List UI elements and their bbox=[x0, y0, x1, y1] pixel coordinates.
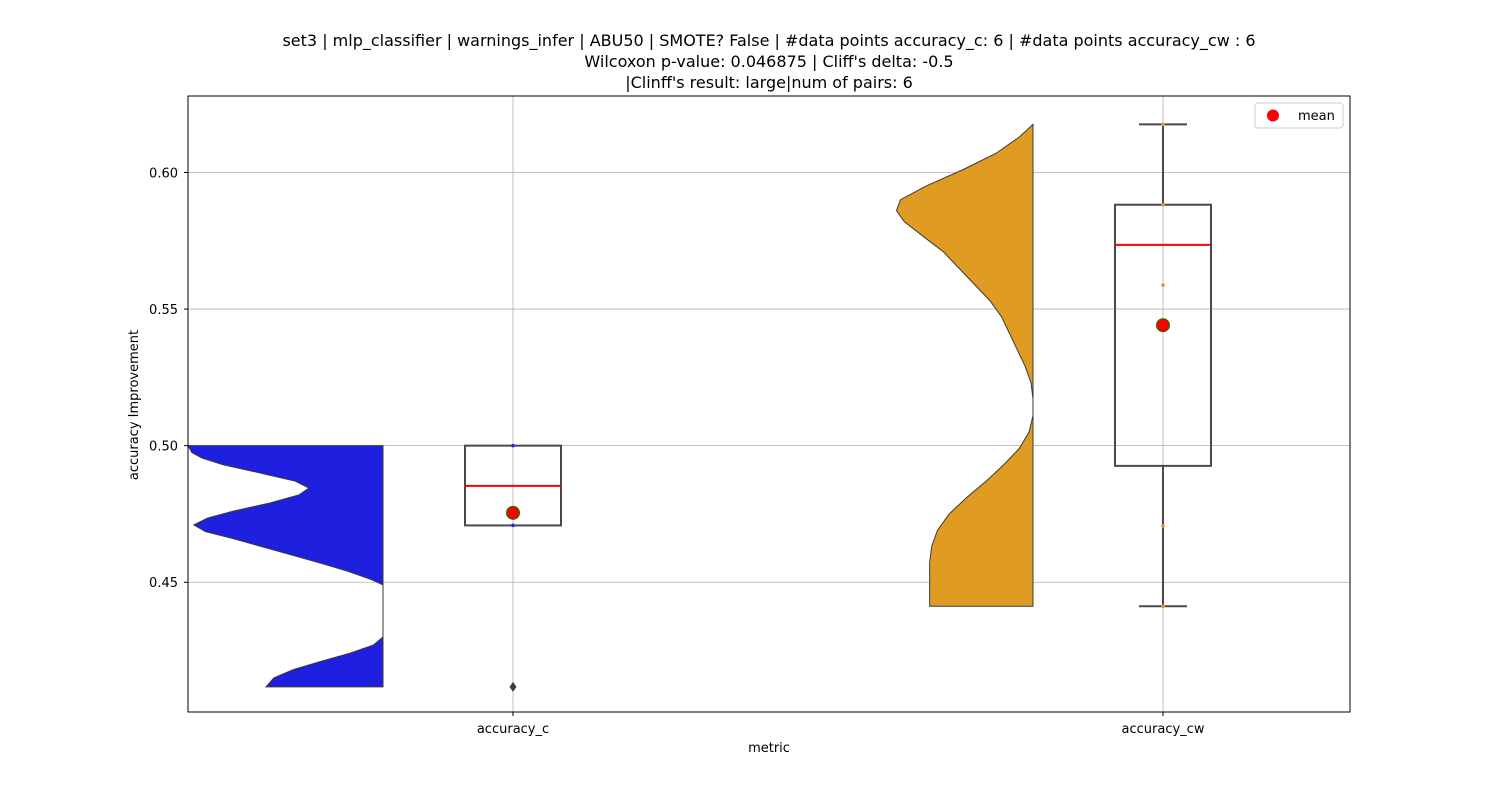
title-line-2: Wilcoxon p-value: 0.046875 | Cliff's del… bbox=[584, 52, 953, 71]
legend-box bbox=[1254, 102, 1344, 129]
data-point bbox=[1161, 524, 1165, 528]
violin-accuracy_c bbox=[187, 445, 384, 688]
y-tick-label: 0.55 bbox=[149, 303, 178, 318]
boxplots bbox=[464, 123, 1212, 608]
y-axis-label: accuracy Improvement bbox=[127, 330, 142, 480]
plot-area-frame bbox=[187, 95, 1351, 713]
title-line-3: |Clinff's result: large|num of pairs: 6 bbox=[625, 73, 913, 92]
data-point bbox=[1161, 122, 1165, 127]
mean-marker bbox=[1156, 318, 1170, 333]
data-point bbox=[1161, 202, 1165, 207]
violin-accuracy_cw bbox=[895, 123, 1034, 607]
mean-marker bbox=[506, 505, 520, 520]
y-tick-label: 0.60 bbox=[149, 166, 178, 181]
legend: mean bbox=[1254, 102, 1344, 129]
legend-label-mean: mean bbox=[1298, 109, 1335, 124]
y-tick-label: 0.45 bbox=[149, 576, 178, 591]
data-points bbox=[506, 122, 1170, 692]
title-line-1: set3 | mlp_classifier | warnings_infer |… bbox=[282, 31, 1255, 51]
data-point bbox=[1161, 604, 1165, 609]
data-point bbox=[511, 443, 515, 448]
legend-mean-marker bbox=[1267, 109, 1279, 122]
x-tick-label: accuracy_c bbox=[477, 722, 549, 737]
x-axis-ticks: accuracy_c accuracy_cw bbox=[477, 712, 1205, 737]
grid bbox=[188, 96, 1350, 712]
data-point bbox=[1161, 283, 1165, 287]
outlier-marker bbox=[509, 681, 517, 692]
y-axis-ticks: 0.45 0.50 0.55 0.60 bbox=[149, 166, 188, 591]
x-tick-label: accuracy_cw bbox=[1122, 722, 1205, 737]
x-axis-label: metric bbox=[748, 741, 790, 756]
violins bbox=[187, 123, 1034, 688]
data-point bbox=[511, 523, 515, 528]
chart-title: set3 | mlp_classifier | warnings_infer |… bbox=[282, 31, 1255, 92]
y-tick-label: 0.50 bbox=[149, 440, 178, 455]
